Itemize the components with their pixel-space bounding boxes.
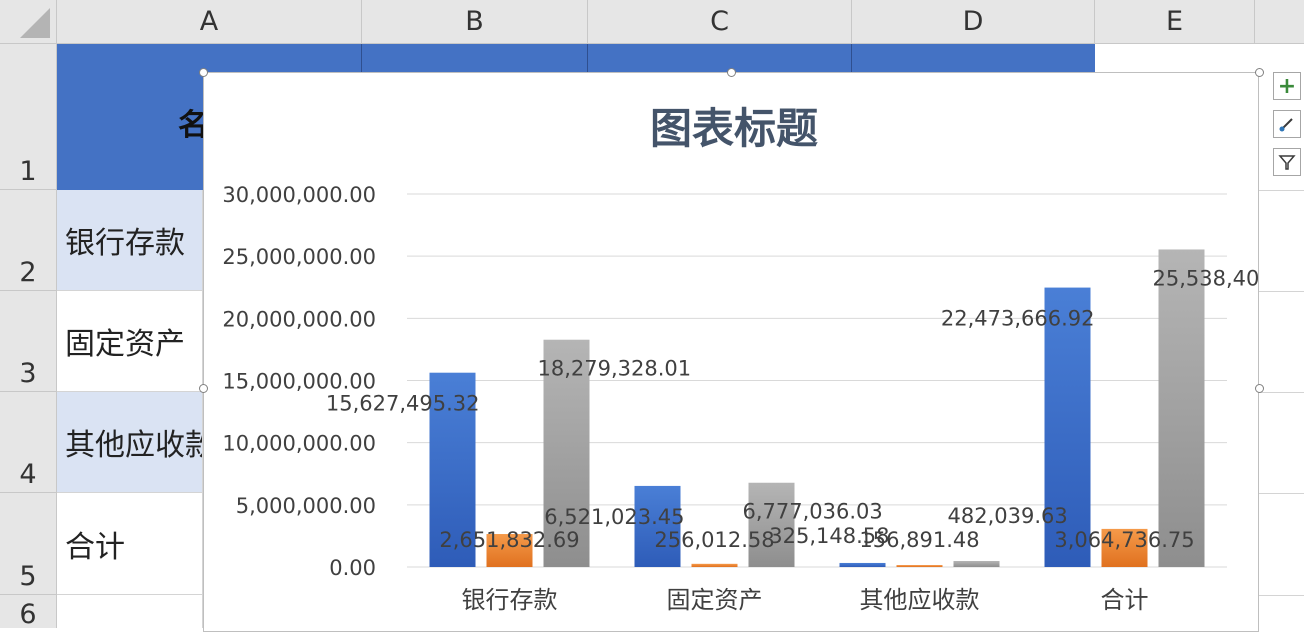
y-tick-label: 25,000,000.00	[222, 245, 376, 269]
resize-handle-n[interactable]	[727, 68, 736, 77]
column-header-e[interactable]: E	[1095, 0, 1255, 44]
column-header-a[interactable]: A	[57, 0, 362, 44]
data-label: 325,148.58	[769, 524, 889, 548]
resize-handle-nw[interactable]	[199, 68, 208, 77]
bar	[1158, 249, 1205, 567]
gridline	[1259, 291, 1304, 292]
data-label: 15,627,495.32	[326, 392, 480, 416]
bar	[634, 485, 681, 567]
cell-a4[interactable]: 其他应收款	[57, 392, 203, 493]
resize-handle-ne[interactable]	[1255, 68, 1264, 77]
column-header-d[interactable]: D	[852, 0, 1095, 44]
header-divider	[851, 44, 852, 72]
header-divider	[587, 44, 588, 72]
cell-a3[interactable]: 固定资产	[57, 291, 203, 392]
column-header-b[interactable]: B	[362, 0, 588, 44]
brush-icon	[1279, 118, 1293, 132]
row-header-1[interactable]: 1	[0, 44, 57, 190]
row-header-4[interactable]: 4	[0, 392, 57, 493]
chart-filters-button[interactable]	[1273, 148, 1301, 176]
row-header-2[interactable]: 2	[0, 190, 57, 291]
bar	[691, 563, 738, 567]
bar	[429, 372, 476, 567]
chart-styles-button[interactable]	[1273, 110, 1301, 138]
data-label: 3,064,736.75	[1054, 528, 1194, 552]
bar	[748, 482, 795, 567]
plus-icon: +	[1277, 73, 1297, 99]
column-header-f[interactable]	[1255, 0, 1304, 44]
header-divider	[361, 44, 362, 72]
y-tick-label: 30,000,000.00	[222, 183, 376, 207]
x-tick-label: 银行存款	[462, 586, 558, 614]
bar	[896, 565, 943, 567]
bar	[543, 339, 590, 567]
column-header-c[interactable]: C	[588, 0, 852, 44]
data-label: 482,039.63	[948, 504, 1068, 528]
bar	[953, 561, 1000, 567]
data-label: 25,538,403.67	[1153, 266, 1261, 290]
bar	[839, 562, 886, 567]
y-tick-label: 20,000,000.00	[222, 307, 376, 331]
resize-handle-e[interactable]	[1255, 384, 1264, 393]
x-tick-label: 固定资产	[667, 586, 763, 614]
filter-icon	[1278, 155, 1296, 170]
x-tick-label: 其他应收款	[860, 586, 980, 614]
row-header-5[interactable]: 5	[0, 493, 57, 595]
y-tick-label: 5,000,000.00	[236, 494, 376, 518]
y-tick-label: 15,000,000.00	[222, 370, 376, 394]
bar	[1044, 287, 1091, 567]
bar-chart: 图表标题 0.00 5,000,000.00 10,000,000.00 15,000…	[222, 104, 1304, 614]
resize-handle-w[interactable]	[199, 384, 208, 393]
bar	[1101, 528, 1148, 567]
chart-title[interactable]: 图表标题	[650, 104, 818, 153]
gridline	[1259, 392, 1304, 393]
bar	[486, 534, 533, 567]
cell-a2[interactable]: 银行存款	[57, 190, 203, 291]
row-header-6[interactable]: 6	[0, 595, 57, 630]
cell-a5[interactable]: 合计	[57, 493, 203, 595]
data-label: 6,521,023.45	[544, 505, 684, 529]
y-tick-label: 0.00	[329, 556, 376, 580]
chart-area[interactable]: 图表标题 0.00 5,000,000.00 10,000,000.00 15,000…	[203, 72, 1304, 632]
chart-elements-button[interactable]: +	[1273, 72, 1301, 100]
data-label: 256,012.58	[654, 528, 774, 552]
data-label: 156,891.48	[859, 528, 979, 552]
data-label: 22,473,666.92	[941, 307, 1095, 331]
gridline	[1259, 595, 1304, 596]
select-all-triangle-icon	[20, 8, 50, 38]
row-header-3[interactable]: 3	[0, 291, 57, 392]
gridline	[1259, 493, 1304, 494]
x-tick-label: 合计	[1101, 586, 1149, 614]
cell-a6[interactable]	[57, 595, 203, 628]
y-tick-label: 10,000,000.00	[222, 432, 376, 456]
data-label: 18,279,328.01	[538, 357, 692, 381]
gridline	[1259, 190, 1304, 191]
data-label: 6,777,036.03	[743, 500, 883, 524]
data-label: 2,651,832.69	[439, 528, 579, 552]
select-all-corner[interactable]	[0, 0, 57, 44]
